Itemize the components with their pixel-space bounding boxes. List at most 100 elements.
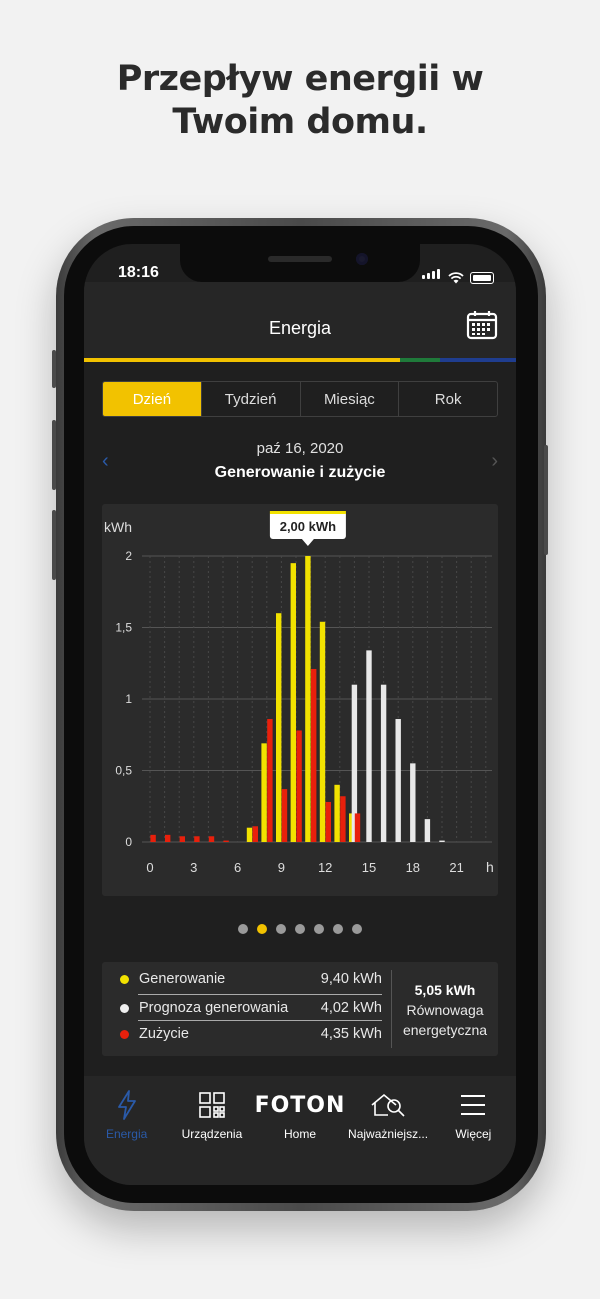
- bar-prognoza-generowania: [395, 719, 401, 842]
- headline-line-1: Przepływ energii w: [116, 59, 484, 99]
- x-tick-label: 12: [318, 860, 332, 875]
- page-dot[interactable]: [352, 924, 362, 934]
- devices-grid-icon: [199, 1090, 225, 1120]
- nav-label: Home: [283, 1127, 316, 1141]
- nav-item-wiecej[interactable]: Więcej: [431, 1076, 516, 1185]
- bar-zużycie: [208, 836, 215, 842]
- headline: Przepływ energii w Twoim domu.: [0, 58, 600, 144]
- menu-icon: [460, 1090, 486, 1120]
- tooltip-accent: [269, 511, 346, 514]
- legend-divider: [138, 1020, 382, 1021]
- legend-label: Prognoza generowania: [139, 1000, 289, 1016]
- nav-label: Energia: [105, 1127, 148, 1141]
- house-search-icon: [370, 1090, 406, 1120]
- y-axis-label: kWh: [104, 519, 132, 535]
- balance-label-1: Równowaga: [406, 1002, 484, 1018]
- page-dot[interactable]: [314, 924, 324, 934]
- bottom-nav: Energia Urządzenia FOTON Home: [84, 1076, 516, 1185]
- bar-zużycie: [150, 834, 156, 842]
- y-tick-label: 1,5: [115, 621, 132, 635]
- chart-subtitle: Generowanie i zużycie: [214, 464, 386, 481]
- page-dot[interactable]: [238, 924, 248, 934]
- volume-down-button: [52, 510, 56, 580]
- legend-dot: [120, 1003, 129, 1013]
- tab-tydzien[interactable]: Tydzień: [202, 382, 301, 416]
- bar-prognoza-generowania: [424, 819, 431, 842]
- legend-label: Zużycie: [139, 1026, 189, 1042]
- power-button: [544, 445, 548, 555]
- legend-card: Generowanie 9,40 kWh Prognoza generowani…: [102, 962, 498, 1056]
- chart-date: paź 16, 2020: [256, 440, 344, 457]
- accent-stripe: [84, 358, 516, 362]
- tooltip-value: 2,00 kWh: [280, 519, 336, 534]
- bar-prognoza-generowania: [410, 763, 416, 842]
- foton-logo-text: FOTON: [254, 1092, 346, 1118]
- nav-label: Urządzenia: [181, 1127, 243, 1141]
- x-tick-label: 9: [278, 860, 285, 875]
- bar-prognoza-generowania: [351, 684, 358, 842]
- chevron-right-icon[interactable]: ›: [491, 450, 498, 472]
- bar-zużycie: [281, 789, 288, 842]
- bar-zużycie: [252, 826, 258, 842]
- page-dot[interactable]: [295, 924, 305, 934]
- bar-zużycie: [325, 801, 331, 842]
- bar-zużycie: [296, 730, 302, 842]
- bar-prognoza-generowania: [380, 684, 387, 842]
- bar-generowanie: [319, 621, 326, 842]
- calendar-icon[interactable]: [466, 310, 498, 340]
- y-tick-label: 1: [125, 692, 132, 706]
- headline-line-2: Twoim domu.: [172, 102, 428, 142]
- bar-zużycie: [354, 813, 361, 842]
- nav-item-home[interactable]: FOTON Home: [255, 1076, 346, 1185]
- legend-dot: [120, 1029, 129, 1039]
- tab-rok[interactable]: Rok: [434, 390, 462, 408]
- energy-chart[interactable]: 0 0,5 1 1,5 2 kWh h 0 3 6 9 12 15 18 21 2,00 kWh: [102, 504, 498, 896]
- x-tick-label: 18: [406, 860, 420, 875]
- status-icons: [422, 266, 494, 284]
- bar-zużycie: [179, 836, 185, 842]
- nav-item-urzadzenia[interactable]: Urządzenia: [169, 1076, 254, 1185]
- page-indicator: [84, 924, 516, 934]
- y-tick-label: 0: [125, 835, 132, 849]
- bar-zużycie: [223, 840, 229, 842]
- bar-prognoza-generowania: [366, 650, 372, 842]
- nav-item-najwazniejsze[interactable]: Najważniejsz...: [345, 1076, 430, 1185]
- tab-dzien[interactable]: Dzień: [103, 382, 202, 416]
- tooltip-box: [269, 511, 346, 539]
- bar-zużycie: [267, 719, 273, 842]
- nav-item-energia[interactable]: Energia: [84, 1076, 169, 1185]
- device-notch: [180, 244, 420, 282]
- wifi-icon: [448, 272, 464, 284]
- bar-prognoza-generowania: [439, 840, 445, 842]
- battery-icon: [470, 272, 494, 284]
- bar-zużycie: [194, 836, 200, 842]
- legend-value: 4,02 kWh: [320, 1000, 382, 1016]
- mute-switch: [52, 350, 56, 388]
- balance-label-2: energetyczna: [402, 1022, 488, 1038]
- page-dot[interactable]: [276, 924, 286, 934]
- lightning-icon: [116, 1090, 138, 1120]
- legend-label: Generowanie: [139, 971, 226, 987]
- speaker-grille: [268, 256, 332, 262]
- period-tabs: Dzień Tydzień Miesiąc Rok: [102, 381, 498, 417]
- bar-zużycie: [340, 796, 346, 842]
- page-dot[interactable]: [257, 924, 267, 934]
- x-tick-label: 0: [146, 860, 153, 875]
- legend-row-forecast: Prognoza generowania 4,02 kWh: [120, 996, 382, 1020]
- chevron-left-icon[interactable]: ‹: [102, 450, 109, 472]
- page-dot[interactable]: [333, 924, 343, 934]
- tab-miesiac[interactable]: Miesiąc: [301, 382, 400, 416]
- bar-generowanie: [334, 784, 340, 842]
- chart-svg: 0 0,5 1 1,5 2 kWh h 0 3 6 9 12 15 18 21 2,00 kWh: [104, 511, 494, 875]
- app-screen: Energia 18:16: [84, 244, 516, 1185]
- legend-dot: [120, 974, 129, 984]
- x-tick-label: 3: [190, 860, 197, 875]
- bar-generowanie: [305, 556, 311, 842]
- bar-zużycie: [311, 668, 317, 842]
- y-tick-label: 0,5: [115, 764, 132, 778]
- bar-generowanie: [276, 613, 282, 842]
- nav-label: Więcej: [455, 1127, 492, 1141]
- legend-vertical-divider: [391, 970, 392, 1048]
- energy-balance: 5,05 kWh Równowaga energetyczna: [392, 980, 498, 1040]
- x-axis-label: h: [486, 859, 494, 875]
